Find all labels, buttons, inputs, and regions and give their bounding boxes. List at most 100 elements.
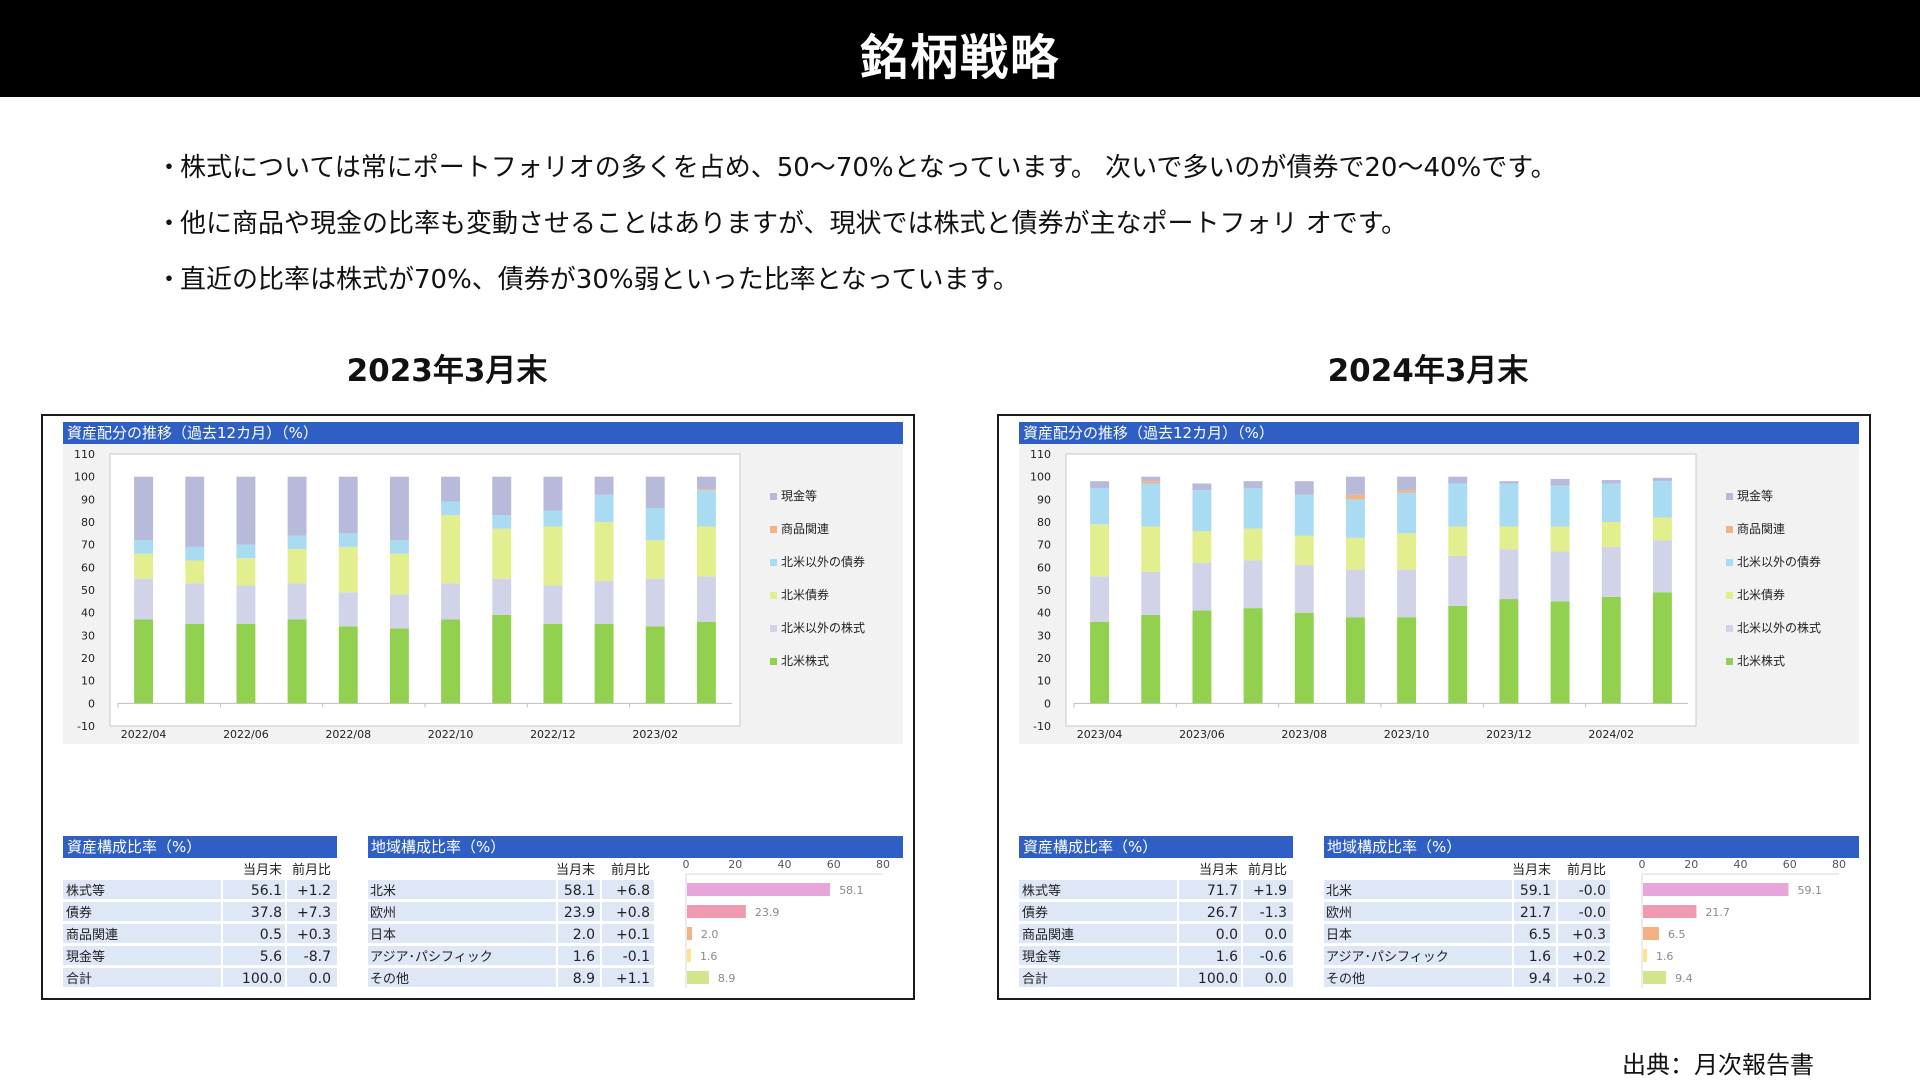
report-panel-2024: 資産配分の推移（過去12カ月）（%） -10 0 10 20 30 40 50 60 70 80 90… bbox=[997, 414, 1871, 1000]
period-label-2023: 2023年3月末 bbox=[346, 353, 548, 389]
bar-segment bbox=[1192, 610, 1212, 704]
bar-segment bbox=[389, 594, 409, 629]
legend-swatch bbox=[1726, 592, 1733, 599]
bar-segment bbox=[287, 476, 307, 536]
asset-row-name-cell bbox=[1019, 880, 1177, 899]
asset-col-change: 前月比 bbox=[292, 862, 331, 878]
bar-segment bbox=[1090, 488, 1110, 525]
region-row-change: +0.1 bbox=[616, 927, 650, 943]
asset-row-value: 56.1 bbox=[251, 883, 282, 899]
region-table-title: 地域構成比率（%） bbox=[371, 838, 505, 856]
legend-label: 北米債券 bbox=[1737, 587, 1785, 602]
region-axis-tick: 60 bbox=[1783, 858, 1797, 871]
region-row-change-cell bbox=[1558, 902, 1610, 921]
bar-segment bbox=[1192, 490, 1212, 532]
bar-segment bbox=[594, 624, 614, 704]
asset-row-name-cell bbox=[63, 946, 221, 965]
asset-table-title: 資産構成比率（%） bbox=[67, 838, 201, 856]
bar-segment bbox=[1601, 480, 1621, 484]
bar-segment bbox=[1652, 481, 1672, 518]
bar-segment bbox=[1397, 569, 1417, 618]
y-tick-label: 100 bbox=[1030, 471, 1051, 484]
bullet-list: ・株式については常にポートフォリオの多くを占め、50〜70%となっています。 次… bbox=[156, 140, 1876, 308]
y-tick-label: 40 bbox=[1037, 607, 1051, 620]
region-row-name-cell bbox=[368, 946, 556, 965]
region-row-value: 23.9 bbox=[564, 905, 595, 921]
asset-row-value-cell bbox=[1179, 946, 1241, 965]
bar-segment bbox=[1243, 608, 1263, 704]
bar-segment bbox=[134, 619, 154, 704]
legend-swatch bbox=[770, 526, 777, 533]
asset-row-value: 71.7 bbox=[1207, 883, 1238, 899]
bar-segment bbox=[696, 526, 716, 577]
legend-label: 商品関連 bbox=[1737, 521, 1785, 536]
legend-swatch bbox=[770, 493, 777, 500]
region-bar bbox=[687, 905, 746, 918]
bar-segment bbox=[1294, 494, 1314, 536]
bullet-text: 直近の比率は株式が70%、債券が30%弱といった比率となっています。 bbox=[180, 265, 1019, 295]
x-tick-label: 2022/04 bbox=[121, 728, 167, 741]
asset-row-change: +7.3 bbox=[297, 905, 331, 921]
region-bar bbox=[1643, 883, 1789, 896]
report-panel-2023: 資産配分の推移（過去12カ月）（%） -10 0 10 20 30 40 50 60 70 80 90… bbox=[41, 414, 915, 1000]
asset-col-change: 前月比 bbox=[1248, 862, 1287, 878]
legend-swatch bbox=[1726, 493, 1733, 500]
region-bar bbox=[1643, 905, 1697, 918]
bar-segment bbox=[1550, 551, 1570, 602]
x-tick-label: 2022/10 bbox=[428, 728, 474, 741]
bar-segment bbox=[389, 553, 409, 595]
asset-row-name-cell bbox=[63, 902, 221, 921]
y-tick-label: 60 bbox=[1037, 561, 1051, 574]
y-tick-label: 30 bbox=[1037, 629, 1051, 642]
bar-segment bbox=[543, 476, 563, 511]
bar-segment bbox=[441, 515, 461, 584]
bar-segment bbox=[1243, 560, 1263, 609]
bar-segment bbox=[338, 533, 358, 547]
region-row-value: 2.0 bbox=[573, 927, 595, 943]
legend-label: 北米以外の債券 bbox=[1737, 554, 1821, 569]
region-row-change: +0.2 bbox=[1572, 949, 1606, 965]
region-row-value-cell bbox=[558, 968, 600, 987]
y-tick-label: 10 bbox=[1037, 675, 1051, 688]
bar-segment bbox=[1448, 556, 1468, 606]
bar-segment bbox=[1192, 562, 1212, 611]
region-row-change-cell bbox=[1558, 880, 1610, 899]
bar-segment bbox=[236, 624, 256, 704]
region-row-value-cell bbox=[1514, 880, 1556, 899]
asset-row-name-cell bbox=[1019, 902, 1177, 921]
region-row-change: -0.1 bbox=[623, 949, 650, 965]
bar-segment bbox=[1090, 621, 1110, 704]
region-bar-label: 59.1 bbox=[1798, 884, 1823, 897]
legend-label: 北米債券 bbox=[781, 587, 829, 602]
region-row-name-cell bbox=[368, 924, 556, 943]
asset-row-name: 商品関連 bbox=[1022, 928, 1074, 943]
bar-segment bbox=[1448, 526, 1468, 556]
bar-segment bbox=[1294, 481, 1314, 495]
bar-segment bbox=[645, 476, 665, 509]
asset-row-change: -8.7 bbox=[304, 949, 331, 965]
region-bar bbox=[1643, 971, 1667, 984]
y-tick-label: 70 bbox=[1037, 539, 1051, 552]
bar-segment bbox=[543, 624, 563, 704]
region-col-change: 前月比 bbox=[1567, 862, 1606, 878]
region-row-change: -0.0 bbox=[1579, 883, 1606, 899]
bullet-item: ・直近の比率は株式が70%、債券が30%弱といった比率となっています。 bbox=[156, 252, 1876, 308]
bar-segment bbox=[1448, 476, 1468, 484]
bar-segment bbox=[236, 558, 256, 586]
bar-segment bbox=[492, 515, 512, 529]
bullet-item: ・他に商品や現金の比率も変動させることはありますが、現状では株式と債券が主なポー… bbox=[156, 196, 1876, 252]
bar-segment bbox=[338, 476, 358, 534]
region-row-value: 1.6 bbox=[573, 949, 595, 965]
legend-swatch bbox=[1726, 658, 1733, 665]
asset-row-value: 100.0 bbox=[242, 971, 282, 987]
region-bar-label: 6.5 bbox=[1668, 928, 1686, 941]
bar-segment bbox=[1601, 596, 1621, 704]
x-tick-label: 2022/06 bbox=[223, 728, 269, 741]
bar-segment bbox=[1550, 478, 1570, 486]
asset-row-name-cell bbox=[63, 880, 221, 899]
asset-row-change-cell bbox=[1243, 968, 1293, 987]
legend-label: 北米以外の株式 bbox=[1737, 620, 1821, 635]
bullet-text: 他に商品や現金の比率も変動させることはありますが、現状では株式と債券が主なポート… bbox=[180, 209, 1408, 239]
asset-col-current: 当月末 bbox=[243, 863, 282, 878]
y-tick-label: 20 bbox=[81, 652, 95, 665]
